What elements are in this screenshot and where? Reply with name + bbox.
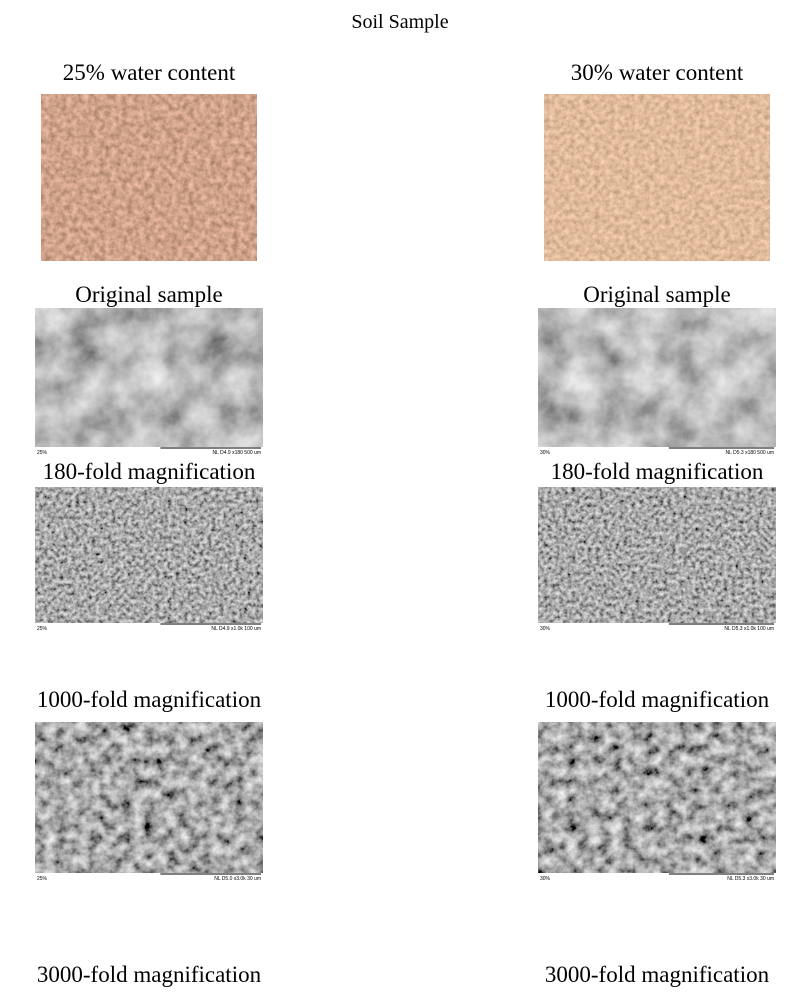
sem-info: NL D4.9 x1.0k 100 um: [211, 626, 261, 632]
sem-label: 30%: [540, 626, 551, 632]
sem-image: [35, 308, 263, 447]
column-header: 25% water content: [63, 60, 236, 85]
sem-image: [35, 722, 263, 873]
panel-caption: 1000-fold magnification: [37, 687, 262, 712]
sem-info: NL D5.3 x180 500 um: [726, 450, 774, 456]
sem-info: NL D5.3 x3.0k 30 um: [727, 876, 774, 882]
sem-info: NL D5.3 x1.0k 100 um: [724, 626, 774, 632]
panel-caption: 180-fold magnification: [43, 459, 256, 484]
panel-caption: Original sample: [583, 282, 731, 307]
panel-caption: 3000-fold magnification: [37, 962, 262, 987]
column-header: 30% water content: [571, 60, 744, 85]
sem-image: [35, 487, 263, 623]
sem-image: [538, 308, 776, 447]
sample-photo: [41, 94, 257, 261]
panel-caption: 1000-fold magnification: [545, 687, 770, 712]
panel-caption: Original sample: [75, 282, 223, 307]
sem-label: 25%: [37, 450, 48, 456]
sem-label: 30%: [540, 450, 551, 456]
sem-label: 25%: [37, 876, 48, 882]
panel-caption: 3000-fold magnification: [545, 962, 770, 987]
sem-label: 30%: [540, 876, 551, 882]
figure-title: Soil Sample: [351, 11, 448, 33]
panel-caption: 180-fold magnification: [551, 459, 764, 484]
sem-image: [538, 722, 776, 873]
sem-label: 25%: [37, 626, 48, 632]
sample-photo: [544, 94, 770, 261]
sem-info: NL D5.0 x3.0k 30 um: [214, 876, 261, 882]
figure: Soil Sample 25% water content Original sa…: [0, 0, 800, 1005]
sem-info: NL D4.9 x180 500 um: [213, 450, 261, 456]
sem-image: [538, 487, 776, 623]
